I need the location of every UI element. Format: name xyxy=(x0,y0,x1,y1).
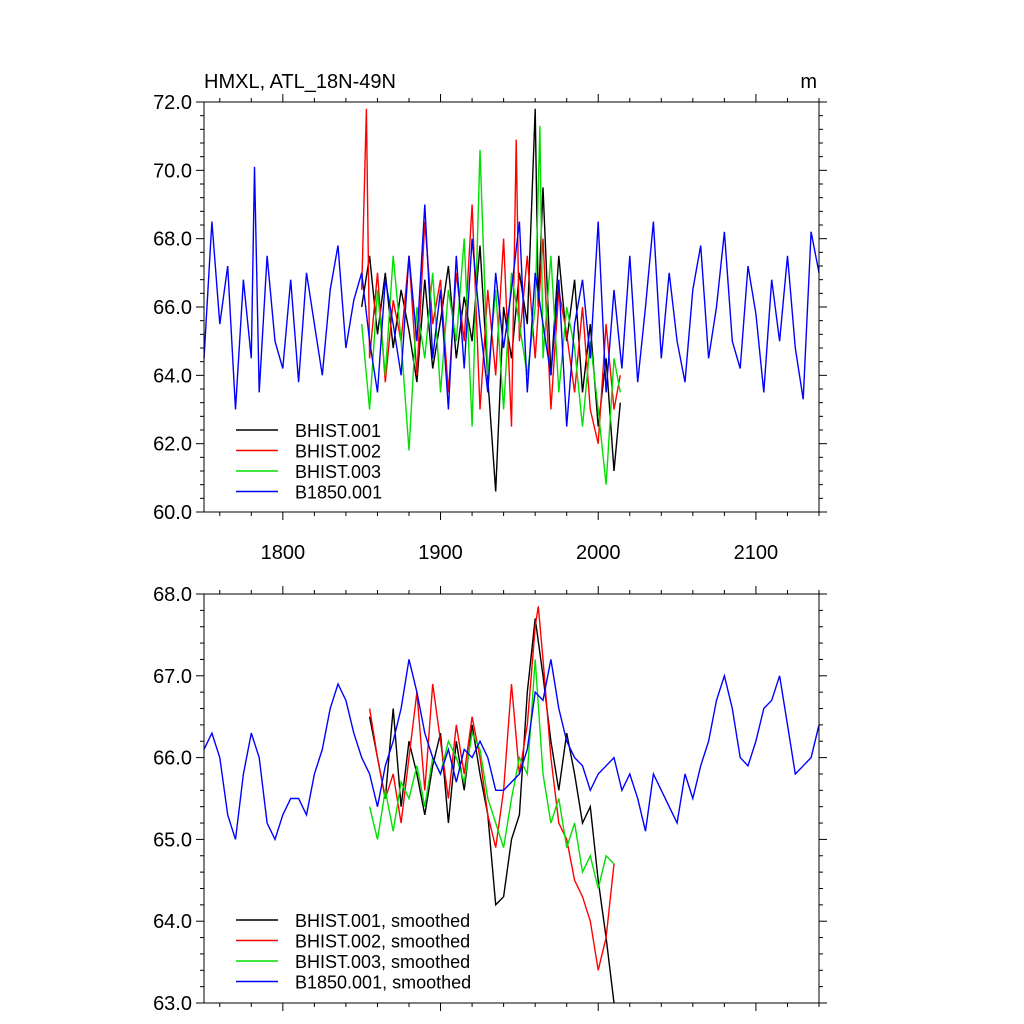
y-tick-label: 72.0 xyxy=(153,92,192,114)
y-tick-label: 65.0 xyxy=(153,829,192,851)
series-line-b1850-001 xyxy=(203,166,820,427)
legend-label: BHIST.001 xyxy=(295,421,381,441)
series-line-bhist-003-smoothed xyxy=(368,659,615,889)
plot-frame xyxy=(203,593,820,1004)
y-tick-label: 64.0 xyxy=(153,365,192,387)
series-line-bhist-001 xyxy=(361,108,621,492)
y-tick-label: 60.0 xyxy=(153,502,192,524)
series-line-bhist-003 xyxy=(361,125,621,485)
x-tick-label: 2100 xyxy=(734,542,779,564)
legend-label: B1850.001, smoothed xyxy=(295,973,471,993)
y-tick-label: 62.0 xyxy=(153,434,192,456)
y-tick-label: 66.0 xyxy=(153,297,192,319)
series-line-bhist-002-smoothed xyxy=(368,606,615,971)
x-tick-label: 2000 xyxy=(576,542,621,564)
units-label: m xyxy=(800,71,817,93)
bottom-panel: 63.0 64.0 65.0 66.0 67.0 68.0 BHIST.001, smoot… xyxy=(153,584,827,1015)
y-tick-label: 68.0 xyxy=(153,229,192,251)
x-tick-label: 1800 xyxy=(261,542,306,564)
series-line-bhist-002 xyxy=(361,108,621,444)
series-line-b1850-001-smoothed xyxy=(203,659,820,842)
x-tick-label: 1900 xyxy=(418,542,463,564)
y-tick-label: 64.0 xyxy=(153,911,192,933)
y-tick-label: 63.0 xyxy=(153,993,192,1015)
legend-label: BHIST.002 xyxy=(295,442,381,462)
y-tick-label: 68.0 xyxy=(153,584,192,606)
y-tick-label: 66.0 xyxy=(153,748,192,770)
legend-label: B1850.001 xyxy=(295,483,382,503)
y-tick-label: 67.0 xyxy=(153,666,192,688)
legend-label: BHIST.003, smoothed xyxy=(295,952,470,972)
top-panel: 60.0 62.0 64.0 66.0 68.0 70.0 72.0 1800 1900 2000… xyxy=(153,71,827,564)
chart-title: HMXL, ATL_18N-49N xyxy=(204,71,396,93)
y-tick-label: 70.0 xyxy=(153,160,192,182)
legend-label: BHIST.002, smoothed xyxy=(295,932,470,952)
legend-label: BHIST.001, smoothed xyxy=(295,911,470,931)
legend-label: BHIST.003 xyxy=(295,462,381,482)
